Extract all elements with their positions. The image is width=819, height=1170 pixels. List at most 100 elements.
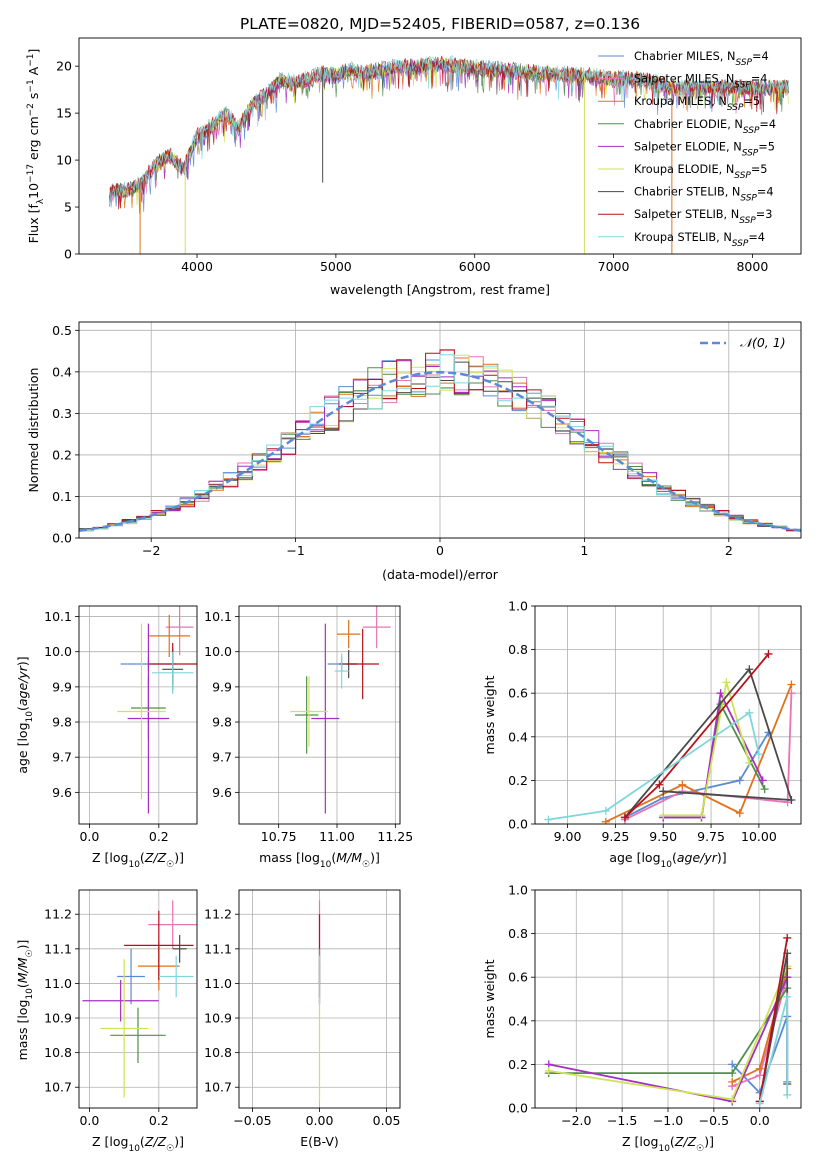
weight-marker	[783, 1090, 792, 1099]
legend-label: Kroupa STELIB, NSSP=4	[634, 231, 765, 249]
weight-marker	[760, 785, 769, 794]
x-tick-label: 0.05	[373, 1113, 401, 1128]
plot-area-residual_hist	[79, 349, 801, 532]
y-tick-label: 9.7	[52, 750, 72, 765]
plot-area-mass_vs_Z	[82, 900, 197, 1098]
y-tick-label: 0.0	[508, 817, 528, 832]
y-tick-label: 10.7	[44, 1080, 72, 1095]
y-tick-label: 0.2	[508, 773, 528, 788]
plot-area-age_vs_Z	[117, 606, 197, 814]
legend-label: Kroupa ELODIE, NSSP=5	[634, 163, 768, 181]
weight-marker	[697, 811, 706, 820]
x-tick-label: 9.75	[697, 829, 725, 844]
legend-label: Chabrier STELIB, NSSP=4	[634, 186, 774, 204]
axes-weight_vs_Z: −2.0 −1.5 −1.0 −0.5 0.0 0.0 0.2 0.4 0.6 0.8 1.0 Z […	[482, 883, 802, 1154]
x-tick-label: 9.25	[601, 829, 629, 844]
y-tick-label: 1.0	[508, 599, 528, 614]
y-axis-label: mass weight	[482, 959, 497, 1038]
weight-line-salpeter-stelib	[758, 937, 789, 1102]
x-tick-label: −0.05	[233, 1113, 271, 1128]
x-axis-label: Z [log10(Z/Z☉)]	[92, 850, 184, 870]
axes-frame	[534, 889, 802, 1109]
axes-residual_hist: −2 −1 0 1 2 0.0 0.1 0.2 0.3 0.4 0.5 (data-model)/er…	[26, 321, 802, 582]
axes-mass_vs_ebv: −0.05 0.00 0.05 10.7 10.8 10.9 11.0 11.1 11.2 E(B…	[204, 889, 401, 1149]
weight-marker	[745, 665, 754, 674]
x-axis-label: Z [log10(Z/Z☉)]	[92, 1134, 184, 1154]
grid-age_vs_Z	[79, 606, 197, 824]
y-tick-label: 10.8	[204, 1045, 232, 1060]
x-axis-label: mass [log10(M/M☉)]	[259, 850, 380, 870]
axes-mass_vs_Z: 0.0 0.2 10.7 10.8 10.9 11.0 11.1 11.2 Z [log10(Z…	[15, 889, 198, 1154]
x-tick-label: −1.5	[607, 1113, 637, 1128]
y-tick-label: 0.6	[508, 686, 528, 701]
y-tick-label: 0.5	[52, 323, 72, 338]
x-tick-label: 0.2	[149, 1113, 169, 1128]
x-tick-label: 10.75	[261, 829, 297, 844]
normal-curve	[79, 371, 801, 532]
x-tick-label: 9.00	[554, 829, 582, 844]
x-tick-label: 0	[436, 543, 444, 558]
weight-marker	[787, 680, 796, 689]
legend-label: Salpeter MILES, NSSP=4	[634, 73, 768, 91]
panel-spectrum: 4000 5000 6000 7000 8000 0 5 10 15 20 wavelength […	[26, 37, 802, 297]
weight-marker	[764, 649, 773, 658]
weight-marker	[728, 1069, 737, 1078]
x-axis-label: wavelength [Angstrom, rest frame]	[330, 282, 550, 297]
panel-weight_vs_age: 9.00 9.25 9.50 9.75 10.00 0.0 0.2 0.4 0.6 0.8 1.0 a…	[482, 599, 802, 870]
y-axis-label: mass weight	[482, 675, 497, 754]
x-tick-label: 0.0	[79, 829, 99, 844]
panel-mass_vs_Z: 0.0 0.2 10.7 10.8 10.9 11.0 11.1 11.2 Z [log10(Z…	[15, 889, 198, 1154]
x-tick-label: 4000	[181, 259, 213, 274]
weight-line-kroupa-stelib	[758, 996, 789, 1104]
y-axis-label: Normed distribution	[26, 368, 41, 493]
y-tick-label: 10.0	[44, 644, 72, 659]
y-axis-label: age [log10(age/yr)]	[15, 656, 35, 773]
x-tick-label: 8000	[736, 259, 768, 274]
y-tick-label: 0.8	[508, 642, 528, 657]
legend-label: 𝒩(0, 1)	[740, 335, 786, 350]
axes-spectrum: 4000 5000 6000 7000 8000 0 5 10 15 20 wavelength […	[26, 37, 802, 297]
x-tick-label: 10.00	[741, 829, 777, 844]
x-tick-label: −1.0	[653, 1113, 683, 1128]
y-tick-label: 9.7	[212, 750, 232, 765]
x-tick-label: 0.2	[149, 829, 169, 844]
legend-hist: 𝒩(0, 1)	[700, 335, 786, 350]
axes-age_vs_mass: 10.75 11.00 11.25 9.6 9.7 9.8 9.9 10.0 10.1 mass …	[204, 605, 413, 870]
weight-marker	[754, 750, 763, 759]
y-tick-label: 0.6	[508, 970, 528, 985]
y-tick-label: 20	[56, 59, 72, 74]
x-axis-label: age [log10(age/yr)]	[609, 850, 726, 870]
x-tick-label: 7000	[598, 259, 630, 274]
axes-frame	[238, 605, 401, 825]
x-tick-label: 5000	[320, 259, 352, 274]
x-tick-label: 0.00	[306, 1113, 334, 1128]
panel-residual_hist: −2 −1 0 1 2 0.0 0.1 0.2 0.3 0.4 0.5 (data-model)/er…	[26, 321, 802, 582]
y-tick-label: 5	[64, 200, 72, 215]
y-tick-label: 9.9	[212, 679, 232, 694]
weight-marker	[755, 1099, 764, 1108]
axes-frame	[78, 37, 802, 255]
weight-marker	[755, 1064, 764, 1073]
legend-label: Kroupa MILES, NSSP=5	[634, 95, 760, 113]
plot-area-age_vs_mass	[290, 606, 391, 814]
y-tick-label: 10.1	[44, 609, 72, 624]
weight-marker	[735, 809, 744, 818]
weight-marker	[601, 817, 610, 824]
y-tick-label: 11.1	[44, 941, 72, 956]
hist-step-kroupa-stelib	[79, 354, 801, 531]
weight-marker	[620, 813, 629, 822]
weight-marker	[544, 815, 553, 824]
y-tick-label: 9.8	[212, 715, 232, 730]
y-tick-label: 0.0	[52, 531, 72, 546]
weight-line-kroupa-miles	[605, 684, 793, 823]
axes-frame	[78, 605, 198, 825]
weight-marker	[783, 992, 792, 1001]
y-tick-label: 11.2	[44, 907, 72, 922]
y-tick-label: 0.2	[508, 1057, 528, 1072]
y-tick-label: 0.4	[52, 364, 72, 379]
y-tick-label: 0.1	[52, 489, 72, 504]
weight-marker	[728, 1060, 737, 1069]
weight-marker	[659, 787, 668, 796]
spectrum-line-kroupa-stelib	[109, 55, 789, 208]
